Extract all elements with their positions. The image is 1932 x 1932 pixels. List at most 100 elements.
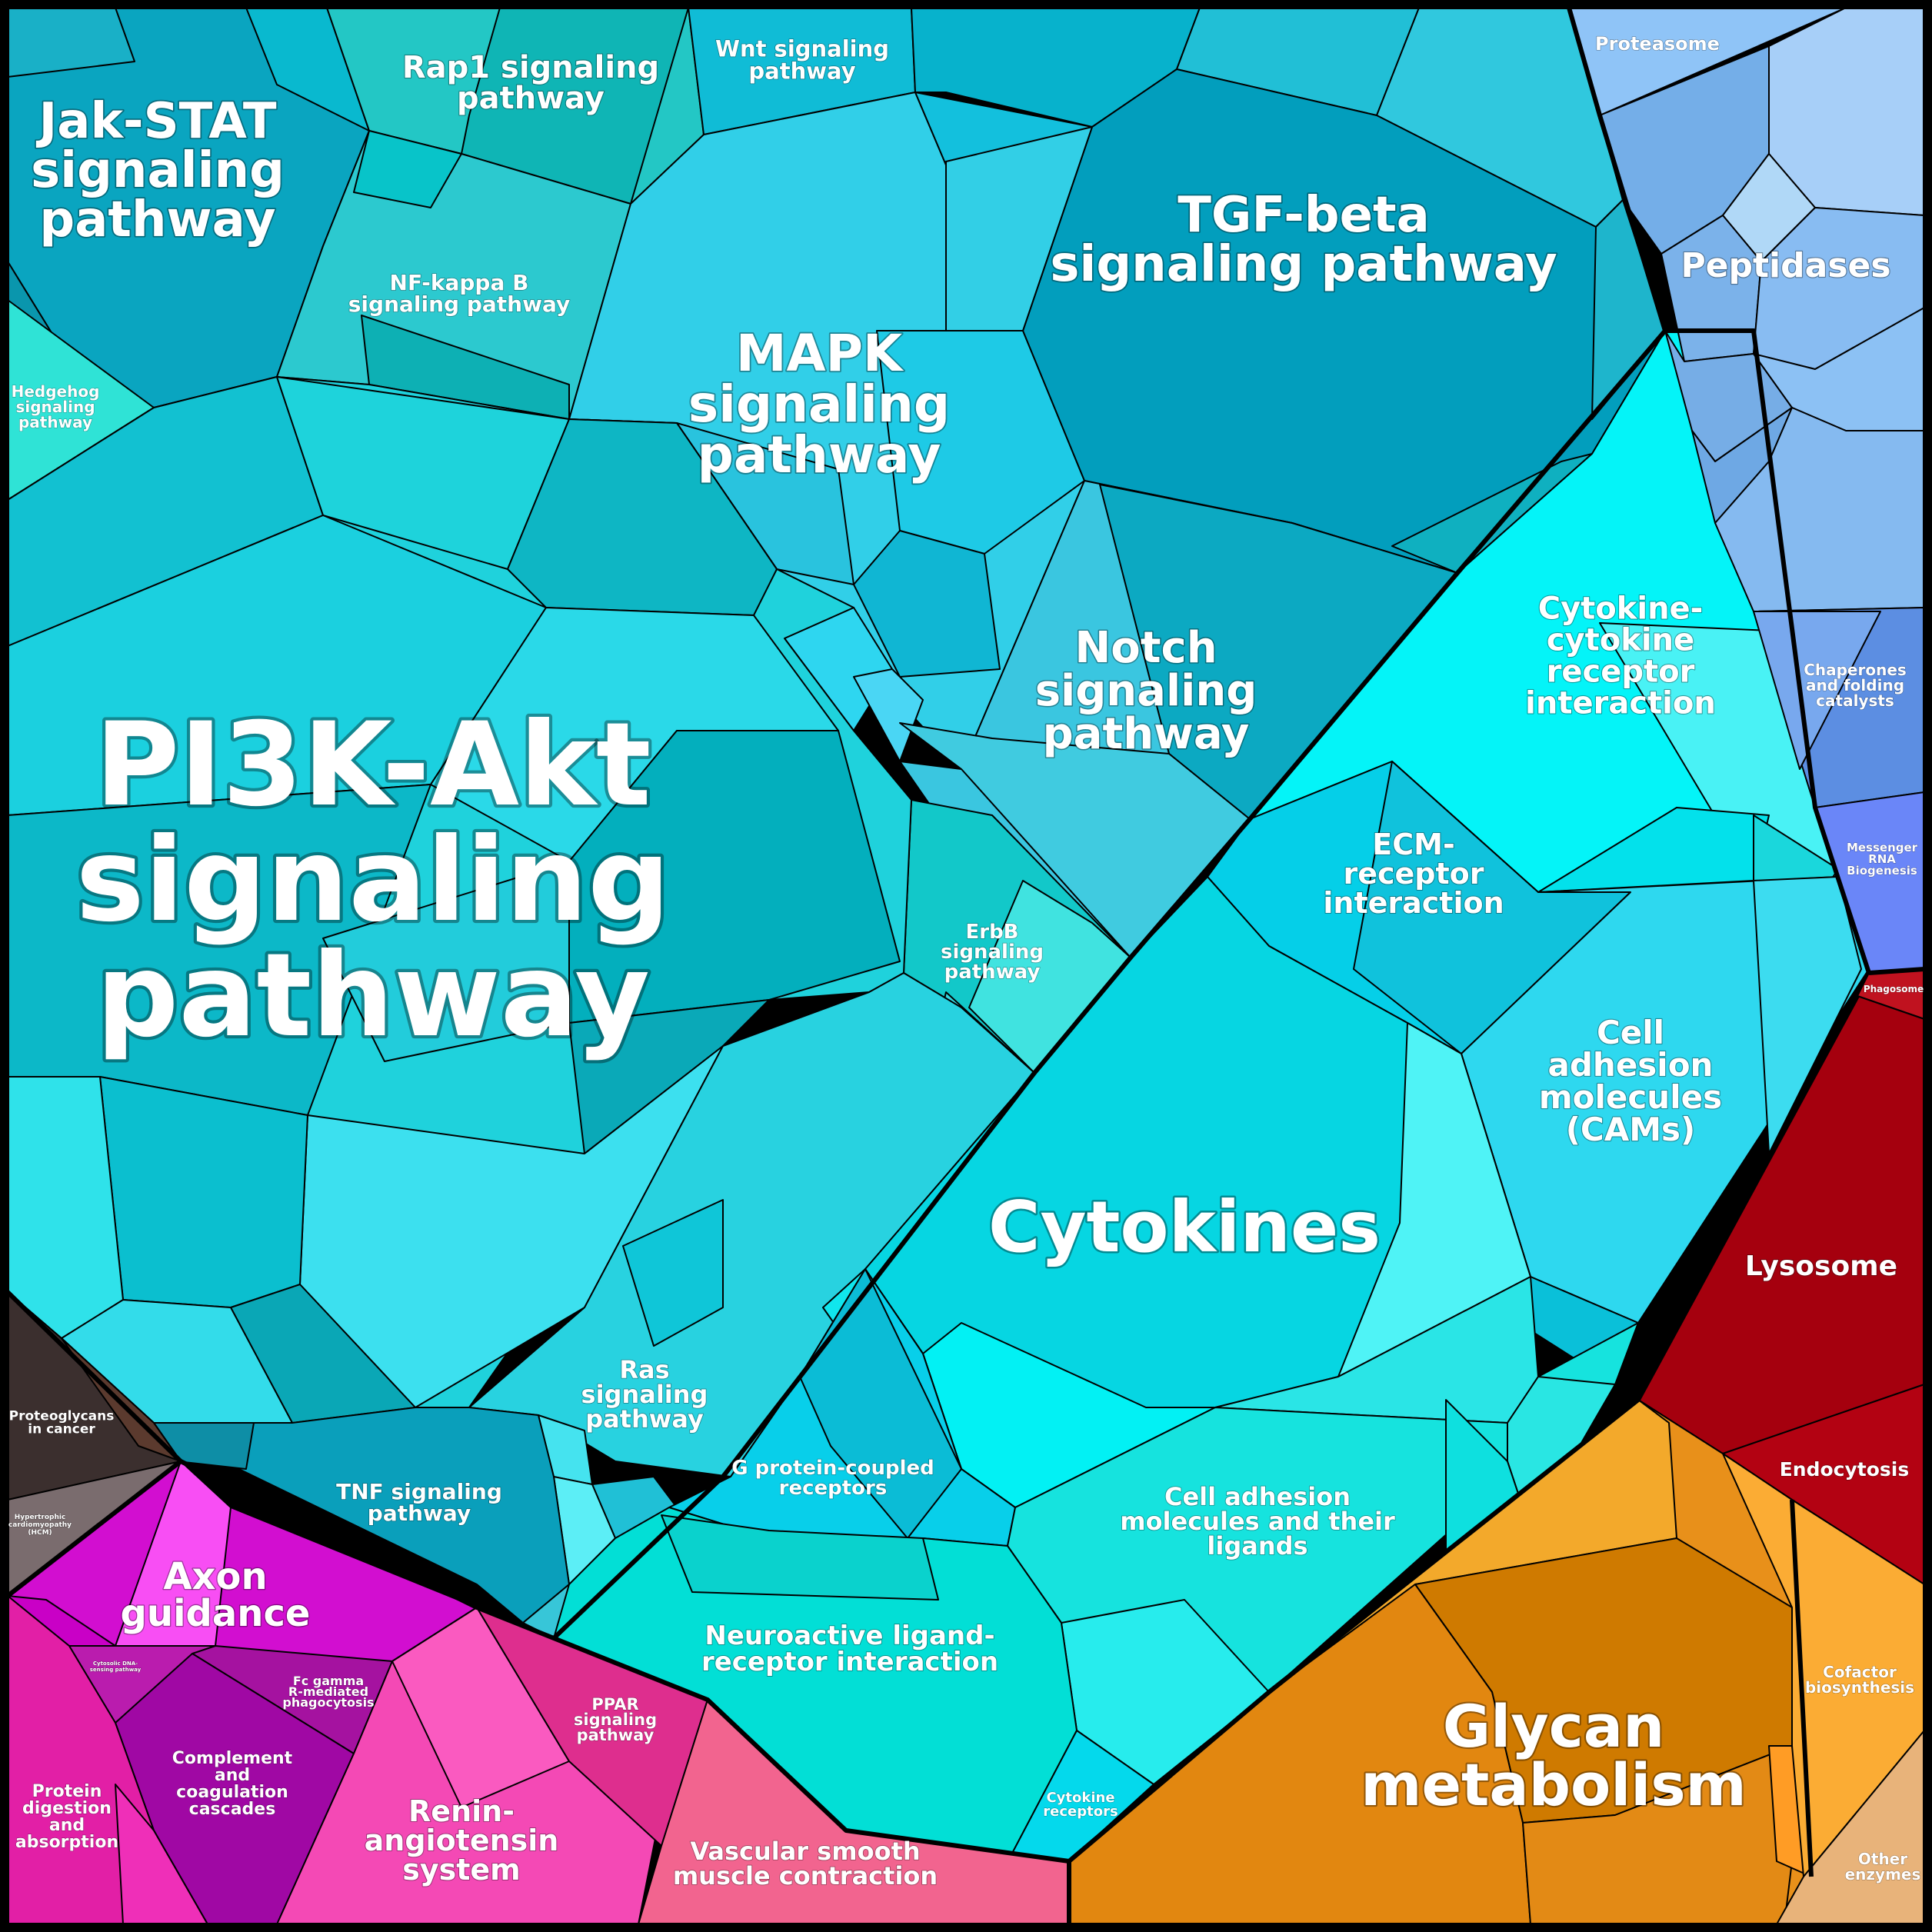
label-cyto-rec-int: Cytokine-cytokine receptor interaction	[1525, 591, 1716, 721]
cell-mapk-e[interactable]	[853, 530, 1001, 678]
label-line: interaction	[1525, 686, 1716, 721]
label-line: Vascular smooth	[690, 1837, 920, 1866]
label-line: Neuroactive ligand-	[705, 1621, 994, 1651]
label-fc-gamma: Fc gamma R-mediated phagocytosis	[282, 1674, 374, 1710]
label-pi3k: PI3K-Akt signaling pathway	[75, 698, 670, 1063]
cell-chaperones-b[interactable]	[1753, 611, 1881, 770]
label-line: signaling pathway	[348, 291, 570, 317]
label-line: Wnt signaling	[715, 36, 889, 62]
label-line: guidance	[121, 1592, 311, 1635]
label-line: PI3K-Akt	[95, 698, 651, 832]
label-line: receptor interaction	[701, 1647, 998, 1677]
label-mrna: Messenger RNA Biogenesis	[1847, 841, 1918, 878]
label-line: coagulation	[176, 1783, 288, 1802]
cell-gpcr-b[interactable]	[799, 1268, 962, 1539]
cellular-processes-group	[1637, 968, 1925, 1585]
label-line: R-mediated	[288, 1684, 368, 1699]
label-cell-adh-lig: Cell adhesion molecules and their ligands	[1120, 1482, 1395, 1561]
label-line: and folding	[1806, 676, 1904, 695]
label-line: signaling pathway	[1050, 236, 1557, 293]
label-line: ErbB	[965, 921, 1018, 944]
cell-nfkb-c[interactable]	[353, 130, 462, 208]
label-line: Hypertrophic	[15, 1514, 66, 1521]
label-line: G protein-coupled	[731, 1457, 934, 1480]
label-line: Cytokines	[988, 1186, 1381, 1268]
label-line: signaling	[574, 1710, 657, 1729]
label-line: TGF-beta	[1178, 187, 1430, 244]
label-other-enz: Other enzymes	[1845, 1850, 1921, 1884]
label-line: enzymes	[1845, 1865, 1921, 1884]
label-line: digestion	[22, 1799, 112, 1818]
label-line: TNF signaling	[336, 1479, 502, 1504]
label-line: sensing pathway	[90, 1667, 142, 1673]
label-line: pathway	[698, 425, 941, 485]
label-line: molecules	[1539, 1078, 1722, 1116]
label-line: Cell adhesion	[1164, 1482, 1351, 1511]
label-line: signaling	[31, 142, 285, 199]
cell-cams-b[interactable]	[1753, 876, 1862, 1154]
label-line: RNA	[1868, 852, 1896, 866]
metabolism-group	[1068, 1399, 1925, 1925]
label-line: pathway	[96, 929, 650, 1063]
label-line: Cell	[1597, 1014, 1664, 1051]
label-line: MAPK	[736, 324, 904, 383]
label-line: cytokine	[1547, 623, 1694, 658]
label-proteoglycans: Proteoglycans in cancer	[9, 1409, 115, 1437]
label-line: pathway	[39, 192, 275, 248]
label-hedgehog: Hedgehog signaling pathway	[12, 382, 100, 431]
label-tgf: TGF-beta signaling pathway	[1050, 187, 1557, 293]
label-line: Fc gamma	[293, 1674, 364, 1688]
label-line: pathway	[368, 1501, 471, 1526]
label-ecm: ECM-receptor interaction	[1323, 828, 1504, 920]
label-complement: Complement and coagulation cascades	[172, 1749, 293, 1819]
label-line: and	[215, 1766, 250, 1785]
label-cytosolic-dna: Cytosolic DNA-sensing pathway	[90, 1661, 142, 1673]
label-axon: Axon guidance	[121, 1555, 311, 1635]
label-line: Other	[1858, 1850, 1907, 1868]
cell-neuroactive-b[interactable]	[661, 1514, 939, 1601]
signaling-group	[7, 7, 1666, 1647]
cell-pi3k-h[interactable]	[322, 861, 570, 1062]
cell-mapk-g[interactable]	[853, 668, 924, 762]
label-line: system	[402, 1853, 521, 1887]
label-hcm: Hypertrophic cardiomyopathy (HCM)	[8, 1514, 72, 1537]
label-line: (CAMs)	[1566, 1111, 1696, 1148]
label-line: Lysosome	[1745, 1251, 1897, 1282]
cell-tgf-b[interactable]	[945, 126, 1093, 331]
label-line: signaling	[581, 1380, 708, 1409]
label-line: Hedgehog	[12, 382, 100, 401]
label-gpcr: G protein-coupled receptors	[731, 1457, 934, 1500]
label-line: and	[49, 1816, 85, 1835]
label-line: PPAR	[591, 1695, 638, 1714]
cell-ras-b[interactable]	[622, 1199, 724, 1347]
label-glycan: Glycan metabolism	[1361, 1692, 1747, 1819]
cell-tnf[interactable]	[153, 1407, 570, 1624]
label-line: Endocytosis	[1780, 1458, 1910, 1481]
label-line: Glycan	[1443, 1692, 1664, 1760]
label-line: in cancer	[28, 1422, 95, 1437]
label-line: Proteasome	[1595, 33, 1720, 55]
label-phagosome: Phagosome	[1864, 984, 1924, 994]
label-line: pathway	[944, 961, 1041, 984]
cytokines-group	[553, 330, 1870, 1877]
label-line: Axon	[163, 1555, 267, 1598]
label-line: signaling	[1035, 666, 1257, 716]
label-line: Complement	[172, 1749, 293, 1768]
label-line: Ras	[619, 1355, 669, 1384]
label-erbb: ErbB signaling pathway	[941, 921, 1044, 984]
label-line: Chaperones	[1804, 661, 1907, 679]
label-line: muscle contraction	[673, 1861, 938, 1890]
label-line: Messenger	[1847, 841, 1918, 854]
label-cyto-receptors: Cytokine receptors	[1043, 1790, 1118, 1820]
label-lysosome: Lysosome	[1745, 1251, 1897, 1282]
label-cams: Cell adhesion molecules (CAMs)	[1539, 1014, 1722, 1148]
label-line: Cytokine	[1046, 1790, 1114, 1806]
label-peptidases: Peptidases	[1681, 246, 1890, 285]
label-line: Jak-STAT	[35, 93, 276, 150]
cell-pi3k-k[interactable]	[99, 1076, 308, 1308]
label-line: Biogenesis	[1847, 864, 1917, 878]
label-endocytosis: Endocytosis	[1780, 1458, 1910, 1481]
